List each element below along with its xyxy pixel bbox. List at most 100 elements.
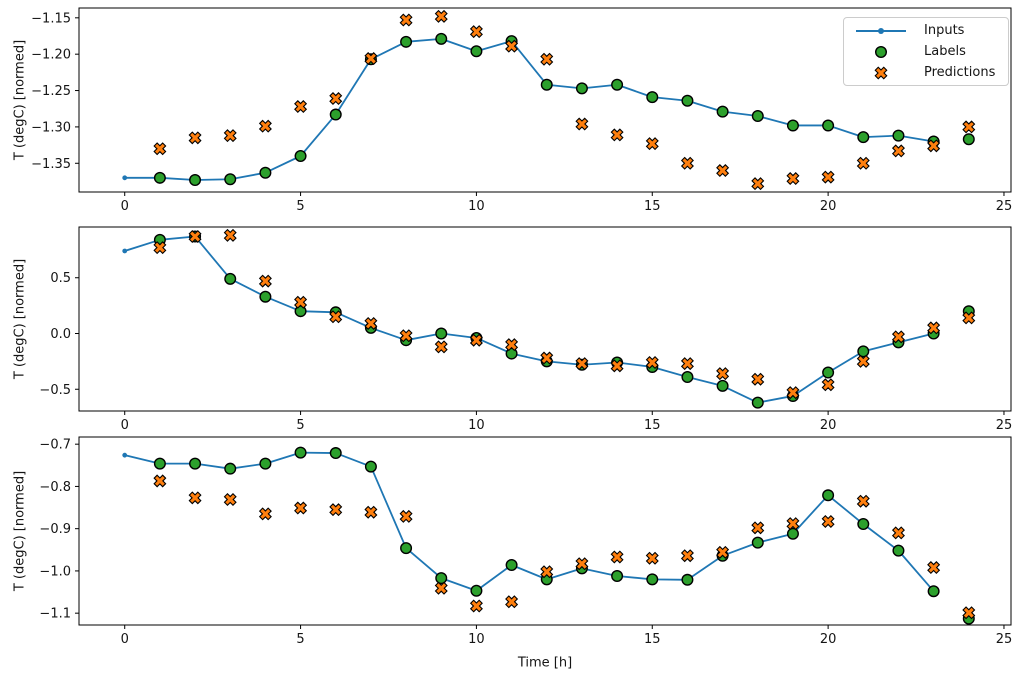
labels-marker [435, 32, 448, 45]
predictions-marker [751, 521, 765, 535]
labels-marker [751, 109, 764, 122]
predictions-marker [927, 561, 941, 575]
labels-marker [400, 35, 413, 48]
predictions-marker [891, 144, 905, 158]
subplot-1: 0 5 10 15 20 25 −1.15 −1.20 −1.25 −1.30 −1.35 [31, 7, 1013, 214]
predictions-marker [223, 493, 237, 507]
predictions-marker [469, 333, 483, 347]
x-tick-label: 0 [121, 199, 129, 214]
inputs-line-icon [853, 23, 909, 39]
legend-item-predictions: Predictions [853, 62, 1000, 83]
x-tick-label: 10 [468, 199, 485, 214]
labels-marker [294, 149, 307, 162]
predictions-marker [962, 311, 976, 325]
predictions-marker [786, 172, 800, 186]
predictions-marker [575, 557, 589, 571]
predictions-marker [329, 92, 343, 106]
inputs-line [124, 451, 935, 592]
inputs-point-marker [122, 175, 128, 181]
predictions-marker [399, 509, 413, 523]
predictions-marker [610, 359, 624, 373]
subplot-2: 0 5 10 15 20 25 0.5 0.0 −0.5 [39, 226, 1013, 433]
x-tick-label: 25 [996, 199, 1013, 214]
y-tick-label: 0.0 [50, 327, 71, 342]
labels-marker [189, 457, 202, 470]
y-tick-label: −1.25 [31, 84, 71, 99]
x-tick-label: 20 [820, 418, 837, 433]
labels-marker [892, 129, 905, 142]
predictions-marker [434, 581, 448, 595]
predictions-marker [786, 517, 800, 531]
x-tick-label: 25 [996, 418, 1013, 433]
legend-item-inputs: Inputs [853, 20, 1000, 41]
predictions-marker [856, 494, 870, 508]
x-tick-label: 5 [296, 632, 304, 647]
predictions-marker [329, 310, 343, 324]
x-tick-label: 5 [296, 199, 304, 214]
predictions-marker [153, 142, 167, 156]
predictions-marker [153, 474, 167, 488]
labels-marker [153, 457, 166, 470]
x-tick-label: 20 [820, 632, 837, 647]
labels-marker [505, 559, 518, 572]
predictions-marker [223, 228, 237, 242]
labels-marker [857, 345, 870, 358]
predictions-marker [716, 367, 730, 381]
labels-marker [681, 94, 694, 107]
x-tick-label: 15 [644, 199, 661, 214]
labels-marker [611, 78, 624, 91]
predictions-marker [962, 120, 976, 134]
predictions-marker [505, 338, 519, 352]
labels-marker [681, 573, 694, 586]
legend-item-label: Labels [924, 44, 966, 59]
labels-marker [259, 166, 272, 179]
labels-marker [435, 327, 448, 340]
predictions-marker [927, 321, 941, 335]
labels-marker [962, 133, 975, 146]
predictions-marker [258, 507, 272, 521]
x-tick-label: 0 [121, 632, 129, 647]
predictions-marker [258, 119, 272, 133]
x-tick-label: 15 [644, 418, 661, 433]
labels-marker [927, 585, 940, 598]
predictions-marker [469, 25, 483, 39]
labels-marker [751, 536, 764, 549]
y-tick-label: −1.1 [39, 607, 71, 622]
x-tick-label: 5 [296, 418, 304, 433]
labels-marker [716, 105, 729, 118]
labels-marker [716, 379, 729, 392]
y-tick-label: −1.0 [39, 564, 71, 579]
labels-marker [857, 131, 870, 144]
predictions-marker [434, 9, 448, 23]
labels-marker [329, 447, 342, 460]
labels-marker [364, 460, 377, 473]
legend-item-label: Inputs [924, 23, 965, 38]
labels-marker [259, 457, 272, 470]
labels-marker [822, 366, 835, 379]
x-axis-label: Time [h] [517, 655, 573, 671]
predictions-marker [751, 372, 765, 386]
predictions-marker [294, 295, 308, 309]
labels-marker [224, 462, 237, 475]
labels-marker [857, 518, 870, 531]
labels-marker [329, 108, 342, 121]
y-tick-label: −1.30 [31, 120, 71, 135]
predictions-marker [645, 551, 659, 565]
predictions-marker [856, 156, 870, 170]
predictions-marker [575, 357, 589, 371]
predictions-marker [680, 549, 694, 563]
y-tick-label: −1.20 [31, 48, 71, 63]
legend: Inputs Labels Predictions [843, 17, 1009, 86]
predictions-marker [751, 177, 765, 191]
predictions-marker [680, 156, 694, 170]
axes-frame [78, 7, 1012, 193]
labels-marker [224, 272, 237, 285]
predictions-marker [258, 274, 272, 288]
labels-marker [892, 544, 905, 557]
y-axis-label-bottom: T (degC) [normed] [12, 470, 28, 592]
predictions-marker [645, 137, 659, 151]
predictions-marker [821, 170, 835, 184]
predictions-marker [610, 128, 624, 142]
predictions-marker [434, 340, 448, 354]
predictions-marker [223, 129, 237, 143]
